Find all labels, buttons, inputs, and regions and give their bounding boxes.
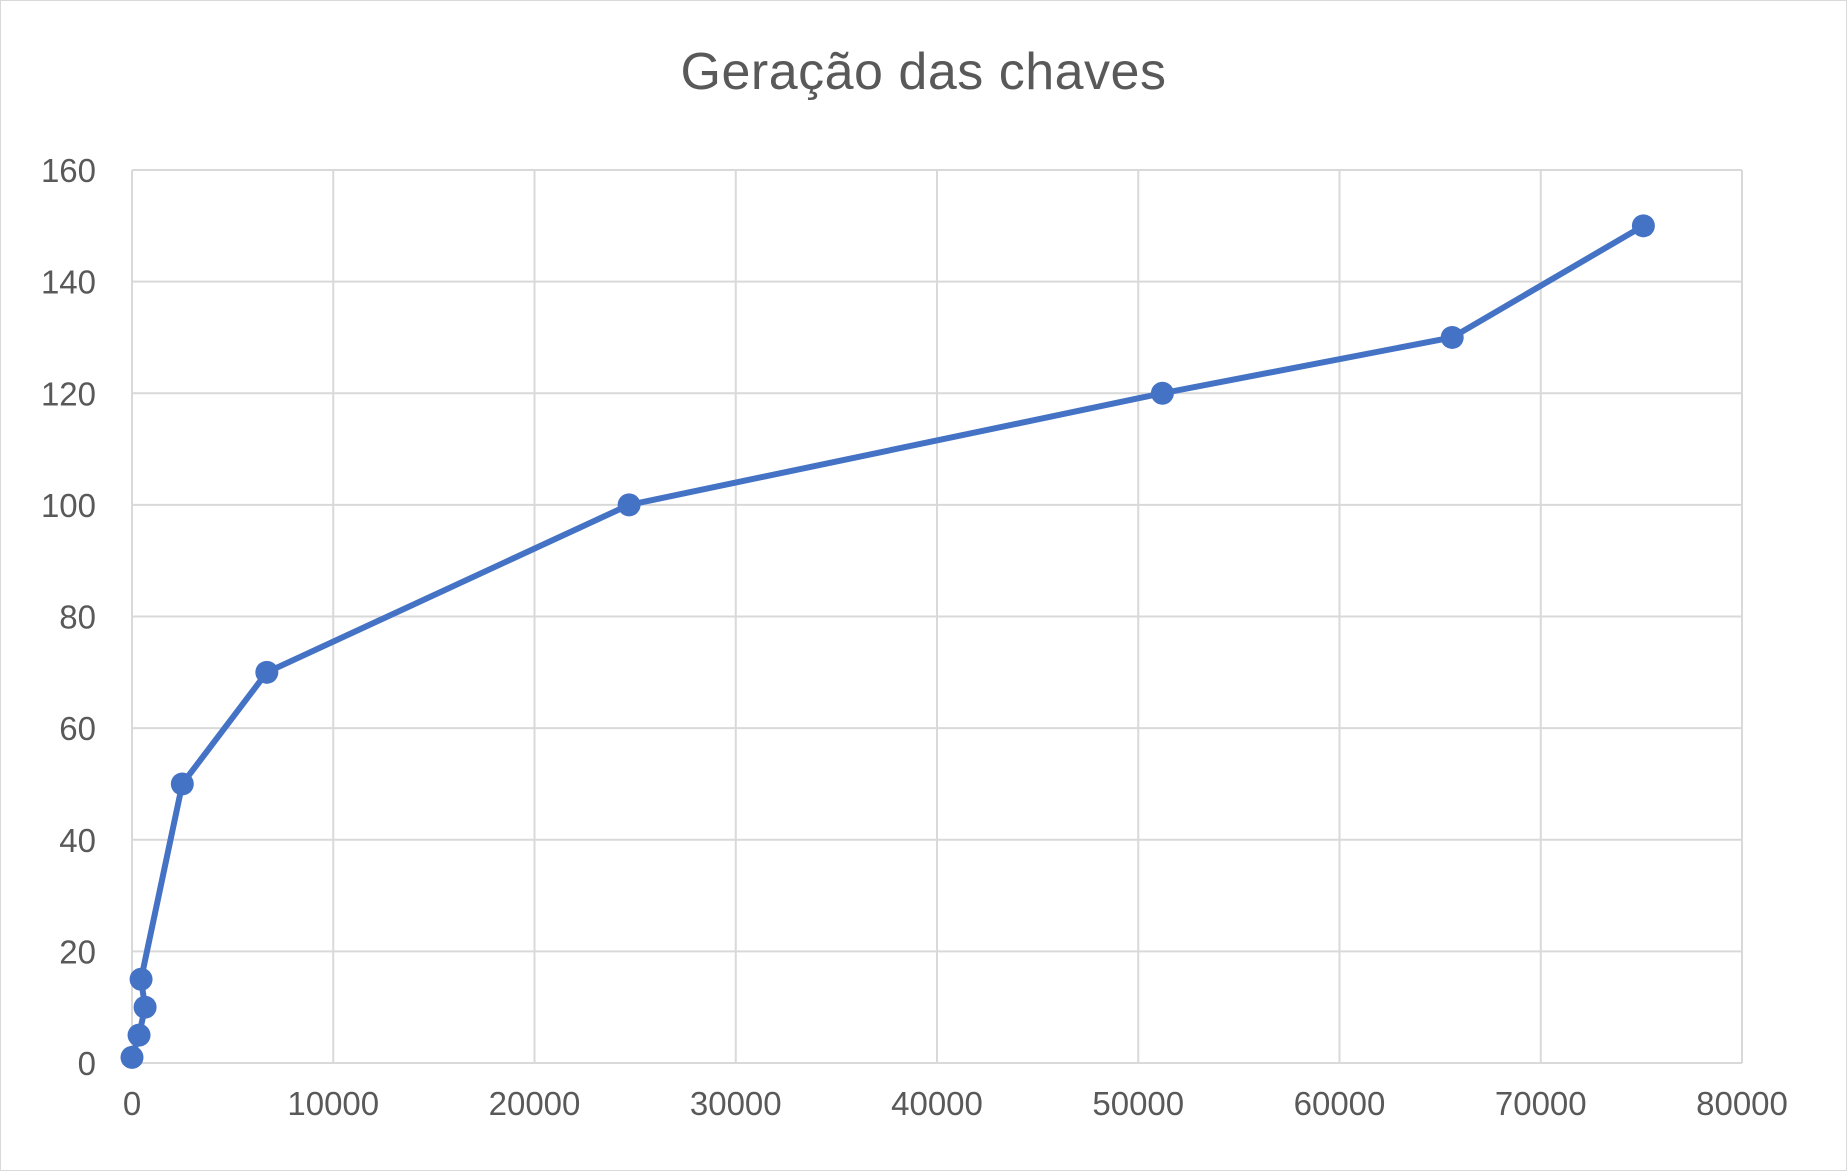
y-tick-label: 120 bbox=[41, 375, 96, 412]
x-tick-label: 70000 bbox=[1495, 1085, 1587, 1122]
data-point-marker bbox=[133, 995, 157, 1019]
x-tick-label: 20000 bbox=[489, 1085, 581, 1122]
axis-labels: 0 20 40 60 80 100 120 140 160 0 10000 20000 30000 400… bbox=[41, 152, 1788, 1122]
x-tick-label: 80000 bbox=[1696, 1085, 1788, 1122]
x-tick-label: 60000 bbox=[1294, 1085, 1386, 1122]
series-line bbox=[129, 222, 1647, 1061]
x-tick-label: 50000 bbox=[1092, 1085, 1184, 1122]
data-point-marker bbox=[617, 493, 641, 517]
data-point-marker bbox=[129, 967, 153, 991]
data-point-marker bbox=[255, 660, 279, 684]
y-tick-label: 0 bbox=[78, 1045, 96, 1082]
y-tick-label: 140 bbox=[41, 264, 96, 301]
data-point-marker bbox=[127, 1023, 151, 1047]
y-tick-label: 100 bbox=[41, 487, 96, 524]
data-point-marker bbox=[1150, 381, 1174, 405]
y-tick-label: 20 bbox=[59, 933, 96, 970]
chart-title: Geração das chaves bbox=[680, 43, 1167, 101]
data-point-marker bbox=[170, 772, 194, 796]
y-tick-label: 60 bbox=[59, 710, 96, 747]
grid-lines bbox=[131, 169, 1743, 1064]
y-tick-label: 160 bbox=[41, 152, 96, 189]
x-tick-label: 0 bbox=[123, 1085, 141, 1122]
data-point-marker bbox=[1440, 325, 1464, 349]
x-tick-label: 40000 bbox=[891, 1085, 983, 1122]
series-layer bbox=[120, 214, 1655, 1069]
x-tick-label: 30000 bbox=[690, 1085, 782, 1122]
x-tick-label: 10000 bbox=[287, 1085, 379, 1122]
data-point-marker bbox=[120, 1045, 144, 1069]
y-tick-label: 80 bbox=[59, 599, 96, 636]
y-tick-label: 40 bbox=[59, 822, 96, 859]
data-point-marker bbox=[1631, 214, 1655, 238]
